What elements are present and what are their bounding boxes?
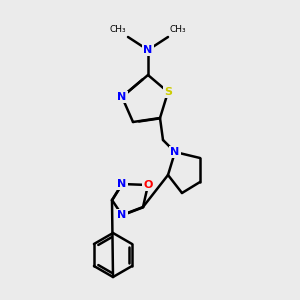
Text: N: N bbox=[170, 147, 180, 157]
Text: N: N bbox=[143, 45, 153, 55]
Text: N: N bbox=[117, 92, 127, 102]
Text: CH₃: CH₃ bbox=[170, 25, 187, 34]
Text: O: O bbox=[143, 180, 153, 190]
Text: S: S bbox=[164, 87, 172, 97]
Text: N: N bbox=[117, 210, 127, 220]
Text: CH₃: CH₃ bbox=[110, 25, 126, 34]
Text: N: N bbox=[117, 179, 127, 189]
